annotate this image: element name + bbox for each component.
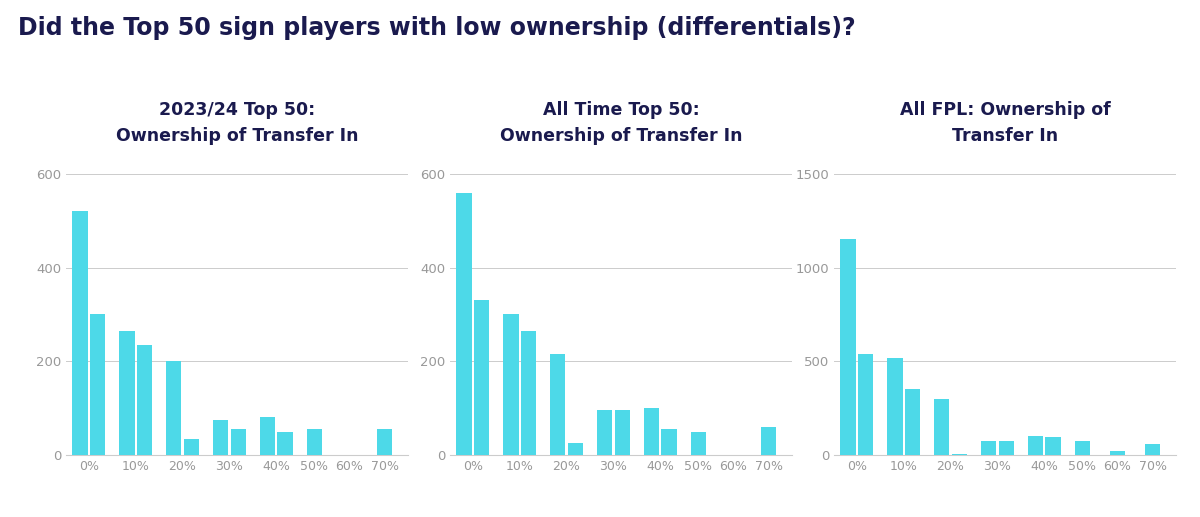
Bar — [614, 410, 630, 455]
Text: Did the Top 50 sign players with low ownership (differentials)?: Did the Top 50 sign players with low own… — [18, 16, 856, 39]
Bar — [503, 314, 518, 455]
Bar — [137, 345, 152, 455]
Title: All Time Top 50:
Ownership of Transfer In: All Time Top 50: Ownership of Transfer I… — [499, 101, 743, 145]
Bar — [761, 427, 776, 455]
Bar — [661, 429, 677, 455]
Bar — [377, 429, 392, 455]
Bar — [277, 432, 293, 455]
Bar — [212, 420, 228, 455]
Bar — [934, 399, 949, 455]
Bar — [307, 429, 322, 455]
Bar — [596, 410, 612, 455]
Bar — [166, 361, 181, 455]
Bar — [905, 389, 920, 455]
Bar — [550, 354, 565, 455]
Bar — [90, 314, 106, 455]
Bar — [230, 429, 246, 455]
Bar — [980, 441, 996, 455]
Bar — [456, 192, 472, 455]
Bar — [858, 354, 874, 455]
Bar — [998, 441, 1014, 455]
Bar — [474, 300, 490, 455]
Bar — [568, 443, 583, 455]
Bar — [1075, 441, 1090, 455]
Bar — [119, 331, 134, 455]
Bar — [952, 454, 967, 455]
Bar — [260, 418, 275, 455]
Title: All FPL: Ownership of
Transfer In: All FPL: Ownership of Transfer In — [900, 101, 1110, 145]
Title: 2023/24 Top 50:
Ownership of Transfer In: 2023/24 Top 50: Ownership of Transfer In — [115, 101, 359, 145]
Bar — [887, 358, 902, 455]
Bar — [1028, 436, 1043, 455]
Bar — [1045, 437, 1061, 455]
Bar — [1145, 444, 1160, 455]
Bar — [644, 408, 659, 455]
Bar — [1110, 451, 1126, 455]
Bar — [184, 438, 199, 455]
Bar — [840, 239, 856, 455]
Bar — [72, 211, 88, 455]
Bar — [691, 432, 706, 455]
Bar — [521, 331, 536, 455]
